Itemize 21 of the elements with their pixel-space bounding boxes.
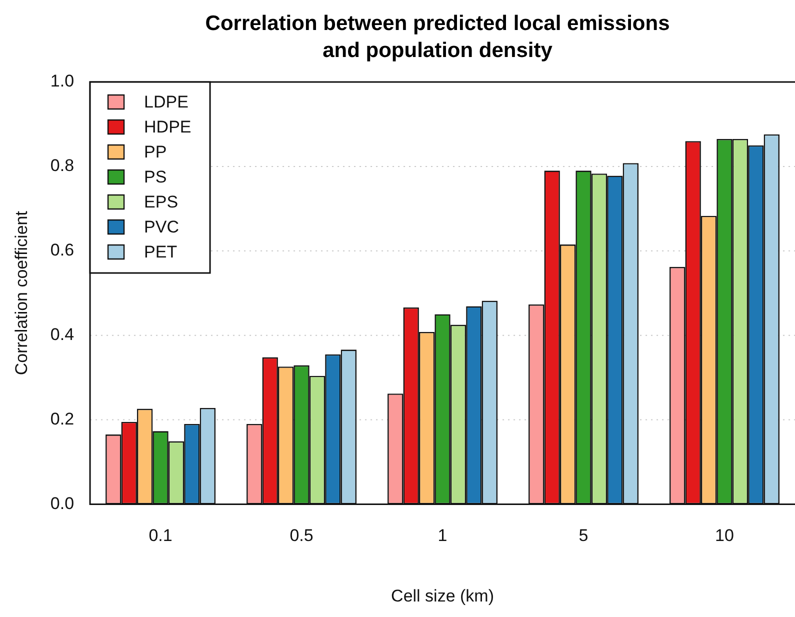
x-tick-label: 10 (715, 526, 734, 546)
y-tick-label: 0.4 (50, 325, 74, 344)
y-tick-label: 1.0 (50, 72, 74, 91)
legend-label: PVC (144, 218, 179, 237)
legend-label: HDPE (144, 118, 192, 137)
y-tick-label: 0.6 (50, 240, 74, 260)
y-tick-label: 0.0 (50, 494, 74, 513)
legend-label: PP (144, 142, 167, 162)
legend-label: LDPE (144, 92, 188, 112)
y-tick-label: 0.8 (50, 156, 74, 176)
legend-label: PET (144, 242, 178, 262)
x-tick-label: 0.1 (148, 526, 172, 546)
x-tick-label: 0.5 (290, 526, 314, 546)
y-axis-title: Correlation coefficient (12, 210, 31, 376)
x-axis-title: Cell size (km) (391, 586, 494, 606)
x-tick-label: 1 (438, 526, 448, 546)
legend-label: EPS (144, 192, 178, 212)
y-tick-label: 0.2 (50, 409, 74, 428)
legend-label: PS (144, 168, 167, 187)
x-tick-label: 5 (578, 526, 588, 546)
chart-title: Correlation between predicted local emissions and population density (205, 12, 670, 62)
